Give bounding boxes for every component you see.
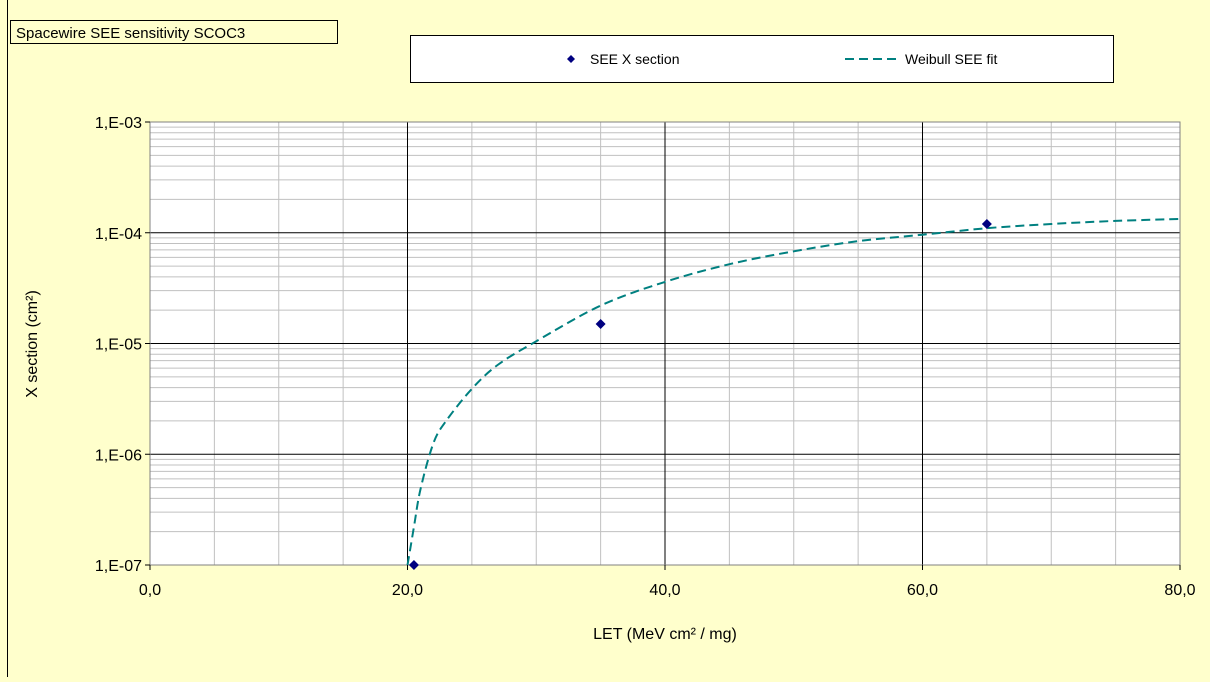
x-tick-label: 60,0 (907, 582, 938, 599)
legend-label-see-x-section: SEE X section (590, 51, 680, 67)
see-markers-group (408, 218, 992, 570)
y-tick-label: 1,E-07 (95, 558, 142, 575)
y-tick-label: 1,E-04 (95, 226, 142, 243)
legend-label-weibull-fit: Weibull SEE fit (905, 51, 997, 67)
legend-marker-see-x-section (567, 55, 575, 63)
see-x-section-point (595, 318, 606, 329)
x-tick-label: 0,0 (139, 582, 161, 599)
x-tick-label: 40,0 (649, 582, 680, 599)
chart-title: Spacewire SEE sensitivity SCOC3 (16, 25, 245, 42)
y-tick-label: 1,E-06 (95, 447, 142, 464)
see-x-section-point (981, 218, 992, 229)
see-x-section-point (408, 560, 419, 570)
y-tick-label: 1,E-05 (95, 337, 142, 354)
x-tick-label: 20,0 (392, 582, 423, 599)
weibull-fit-group (406, 218, 1181, 566)
y-tick-label: 1,E-03 (95, 115, 142, 132)
x-axis-ticks: 0,0 20,0 40,0 60,0 80,0 (139, 565, 1196, 599)
x-axis-title: LET (MeV cm² / mg) (593, 626, 737, 643)
y-axis-title: X section (cm²) (24, 290, 41, 398)
x-tick-label: 80,0 (1164, 582, 1195, 599)
y-axis-ticks: 1,E-07 1,E-06 1,E-05 1,E-04 1,E-03 (95, 115, 150, 575)
legend-box (410, 35, 1114, 83)
weibull-fit-line (406, 218, 1181, 566)
chart-title-box (10, 20, 338, 44)
